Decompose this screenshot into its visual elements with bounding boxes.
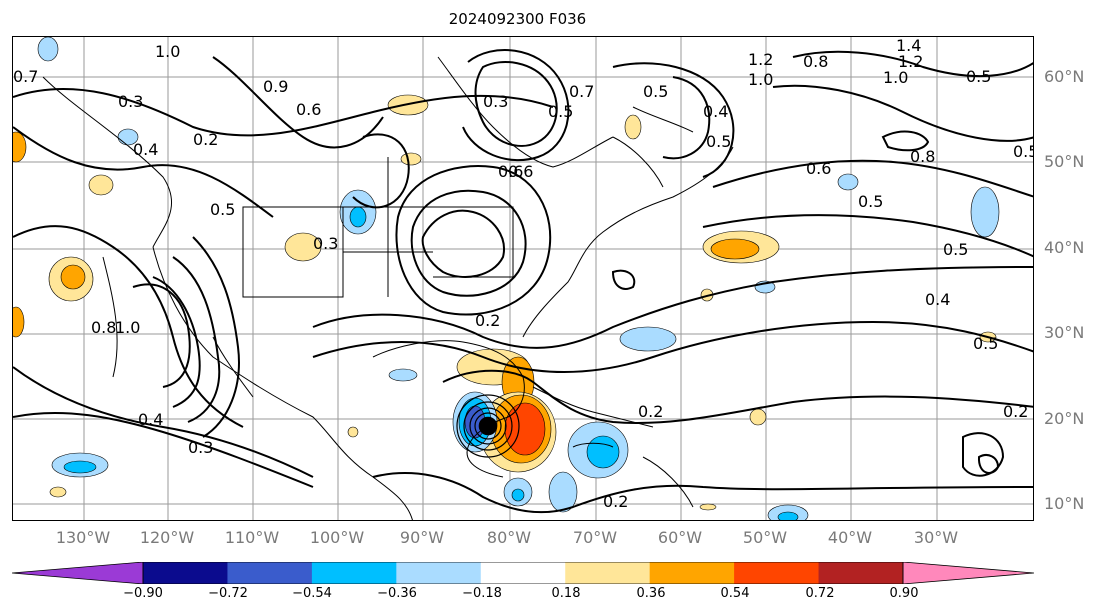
colorbar-tick: 0.54 <box>720 586 750 601</box>
contour-label: 1.2 <box>898 52 923 71</box>
contour-label: 0.8 <box>803 52 828 71</box>
colorbar-segment <box>227 562 313 584</box>
contour-label: 0.6 <box>806 159 831 178</box>
contour-label: 0.3 <box>188 438 213 457</box>
colorbar-segment <box>143 562 228 584</box>
contour-label: 0.3 <box>118 92 143 111</box>
contour-label: 1.0 <box>748 70 773 89</box>
colorbar-tick: 0.72 <box>805 586 835 601</box>
hurricane-contours <box>456 394 520 458</box>
contour-label: 0.4 <box>133 140 158 159</box>
contour-label: 0.5 <box>973 334 998 353</box>
lat-label: 10°N <box>1044 494 1085 513</box>
contour-label: 0.2 <box>193 130 218 149</box>
colorbar-tick: 0.18 <box>551 586 581 601</box>
colorbar-segment <box>396 562 482 584</box>
colorbar-tick: 0.36 <box>636 586 666 601</box>
contour-label: 1.0 <box>155 42 180 61</box>
contour-label: 0.4 <box>138 410 163 429</box>
contour-label: 0.5 <box>966 67 991 86</box>
contour-label: 0.7 <box>13 67 38 86</box>
colorbar-segment <box>12 562 143 584</box>
lon-label: 80°W <box>486 528 532 547</box>
colorbar-segment <box>480 562 566 584</box>
contour-label: 0.2 <box>475 311 500 330</box>
lon-label: 120°W <box>139 528 195 547</box>
map-panel[interactable]: 1.0 0.3 0.4 0.2 0.5 0.3 0.8 1.0 0.4 0.3 … <box>12 36 1034 521</box>
contour-label: 0.5 <box>548 102 573 121</box>
colorbar-segment <box>903 562 1034 584</box>
contour-label: 0.3 <box>313 234 338 253</box>
contour-label: 0.5 <box>943 240 968 259</box>
colorbar-segment <box>311 562 397 584</box>
contour-lines <box>13 49 1033 514</box>
lon-label: 110°W <box>224 528 280 547</box>
contour-label: 0.2 <box>603 492 628 511</box>
colorbar-tick: −0.18 <box>462 586 502 601</box>
colorbar-segment <box>734 562 820 584</box>
lat-label: 20°N <box>1044 409 1085 428</box>
contour-label: 0.5 <box>706 132 731 151</box>
contour-label: 1.2 <box>748 50 773 69</box>
contour-label: 0.2 <box>1003 402 1028 421</box>
lon-label: 40°W <box>827 528 873 547</box>
colorbar <box>12 562 1034 584</box>
lon-label: 130°W <box>55 528 111 547</box>
colorbar-segments <box>12 562 1034 584</box>
contour-label: 0.7 <box>569 82 594 101</box>
contour-label: 0.5 <box>858 192 883 211</box>
lat-label: 60°N <box>1044 67 1085 86</box>
lon-label: 90°W <box>399 528 445 547</box>
lon-label: 60°W <box>657 528 703 547</box>
contour-label: 0.4 <box>925 290 950 309</box>
contour-label: 0.5 <box>1013 142 1034 161</box>
lon-label: 30°W <box>913 528 959 547</box>
colorbar-tick: −0.54 <box>292 586 332 601</box>
contour-label: 0.5 <box>210 200 235 219</box>
shaded-field <box>13 37 1000 520</box>
colorbar-tick: −0.36 <box>377 586 417 601</box>
coastlines <box>42 56 734 520</box>
contour-label: 0.9 <box>263 77 288 96</box>
contour-label: 0.6 <box>508 162 533 181</box>
colorbar-tick: −0.90 <box>123 586 163 601</box>
lat-label: 50°N <box>1044 152 1085 171</box>
colorbar-segment <box>818 562 904 584</box>
contour-label: 1.0 <box>883 68 908 87</box>
contour-label: 0.8 <box>910 147 935 166</box>
contour-label: 0.4 <box>703 102 728 121</box>
contour-label: 0.6 <box>296 100 321 119</box>
lat-label: 30°N <box>1044 323 1085 342</box>
contour-label: 1.4 <box>896 37 921 55</box>
colorbar-tick: 0.90 <box>889 586 919 601</box>
contour-label: 1.0 <box>115 318 140 337</box>
lon-label: 70°W <box>572 528 618 547</box>
contour-label: 0.2 <box>638 402 663 421</box>
contour-label: 0.3 <box>483 92 508 111</box>
contour-label: 0.8 <box>91 318 116 337</box>
contour-label-group: 1.0 0.3 0.4 0.2 0.5 0.3 0.8 1.0 0.4 0.3 … <box>13 37 1034 511</box>
lon-label: 100°W <box>309 528 365 547</box>
map-canvas: 1.0 0.3 0.4 0.2 0.5 0.3 0.8 1.0 0.4 0.3 … <box>13 37 1034 520</box>
colorbar-segment <box>649 562 735 584</box>
colorbar-tick: −0.72 <box>208 586 248 601</box>
contour-label: 0.5 <box>643 82 668 101</box>
contour-label: 0.6 <box>498 162 523 181</box>
map-title: 2024092300 F036 <box>448 10 587 28</box>
lat-label: 40°N <box>1044 238 1085 257</box>
colorbar-segment <box>565 562 651 584</box>
lon-label: 50°W <box>742 528 788 547</box>
